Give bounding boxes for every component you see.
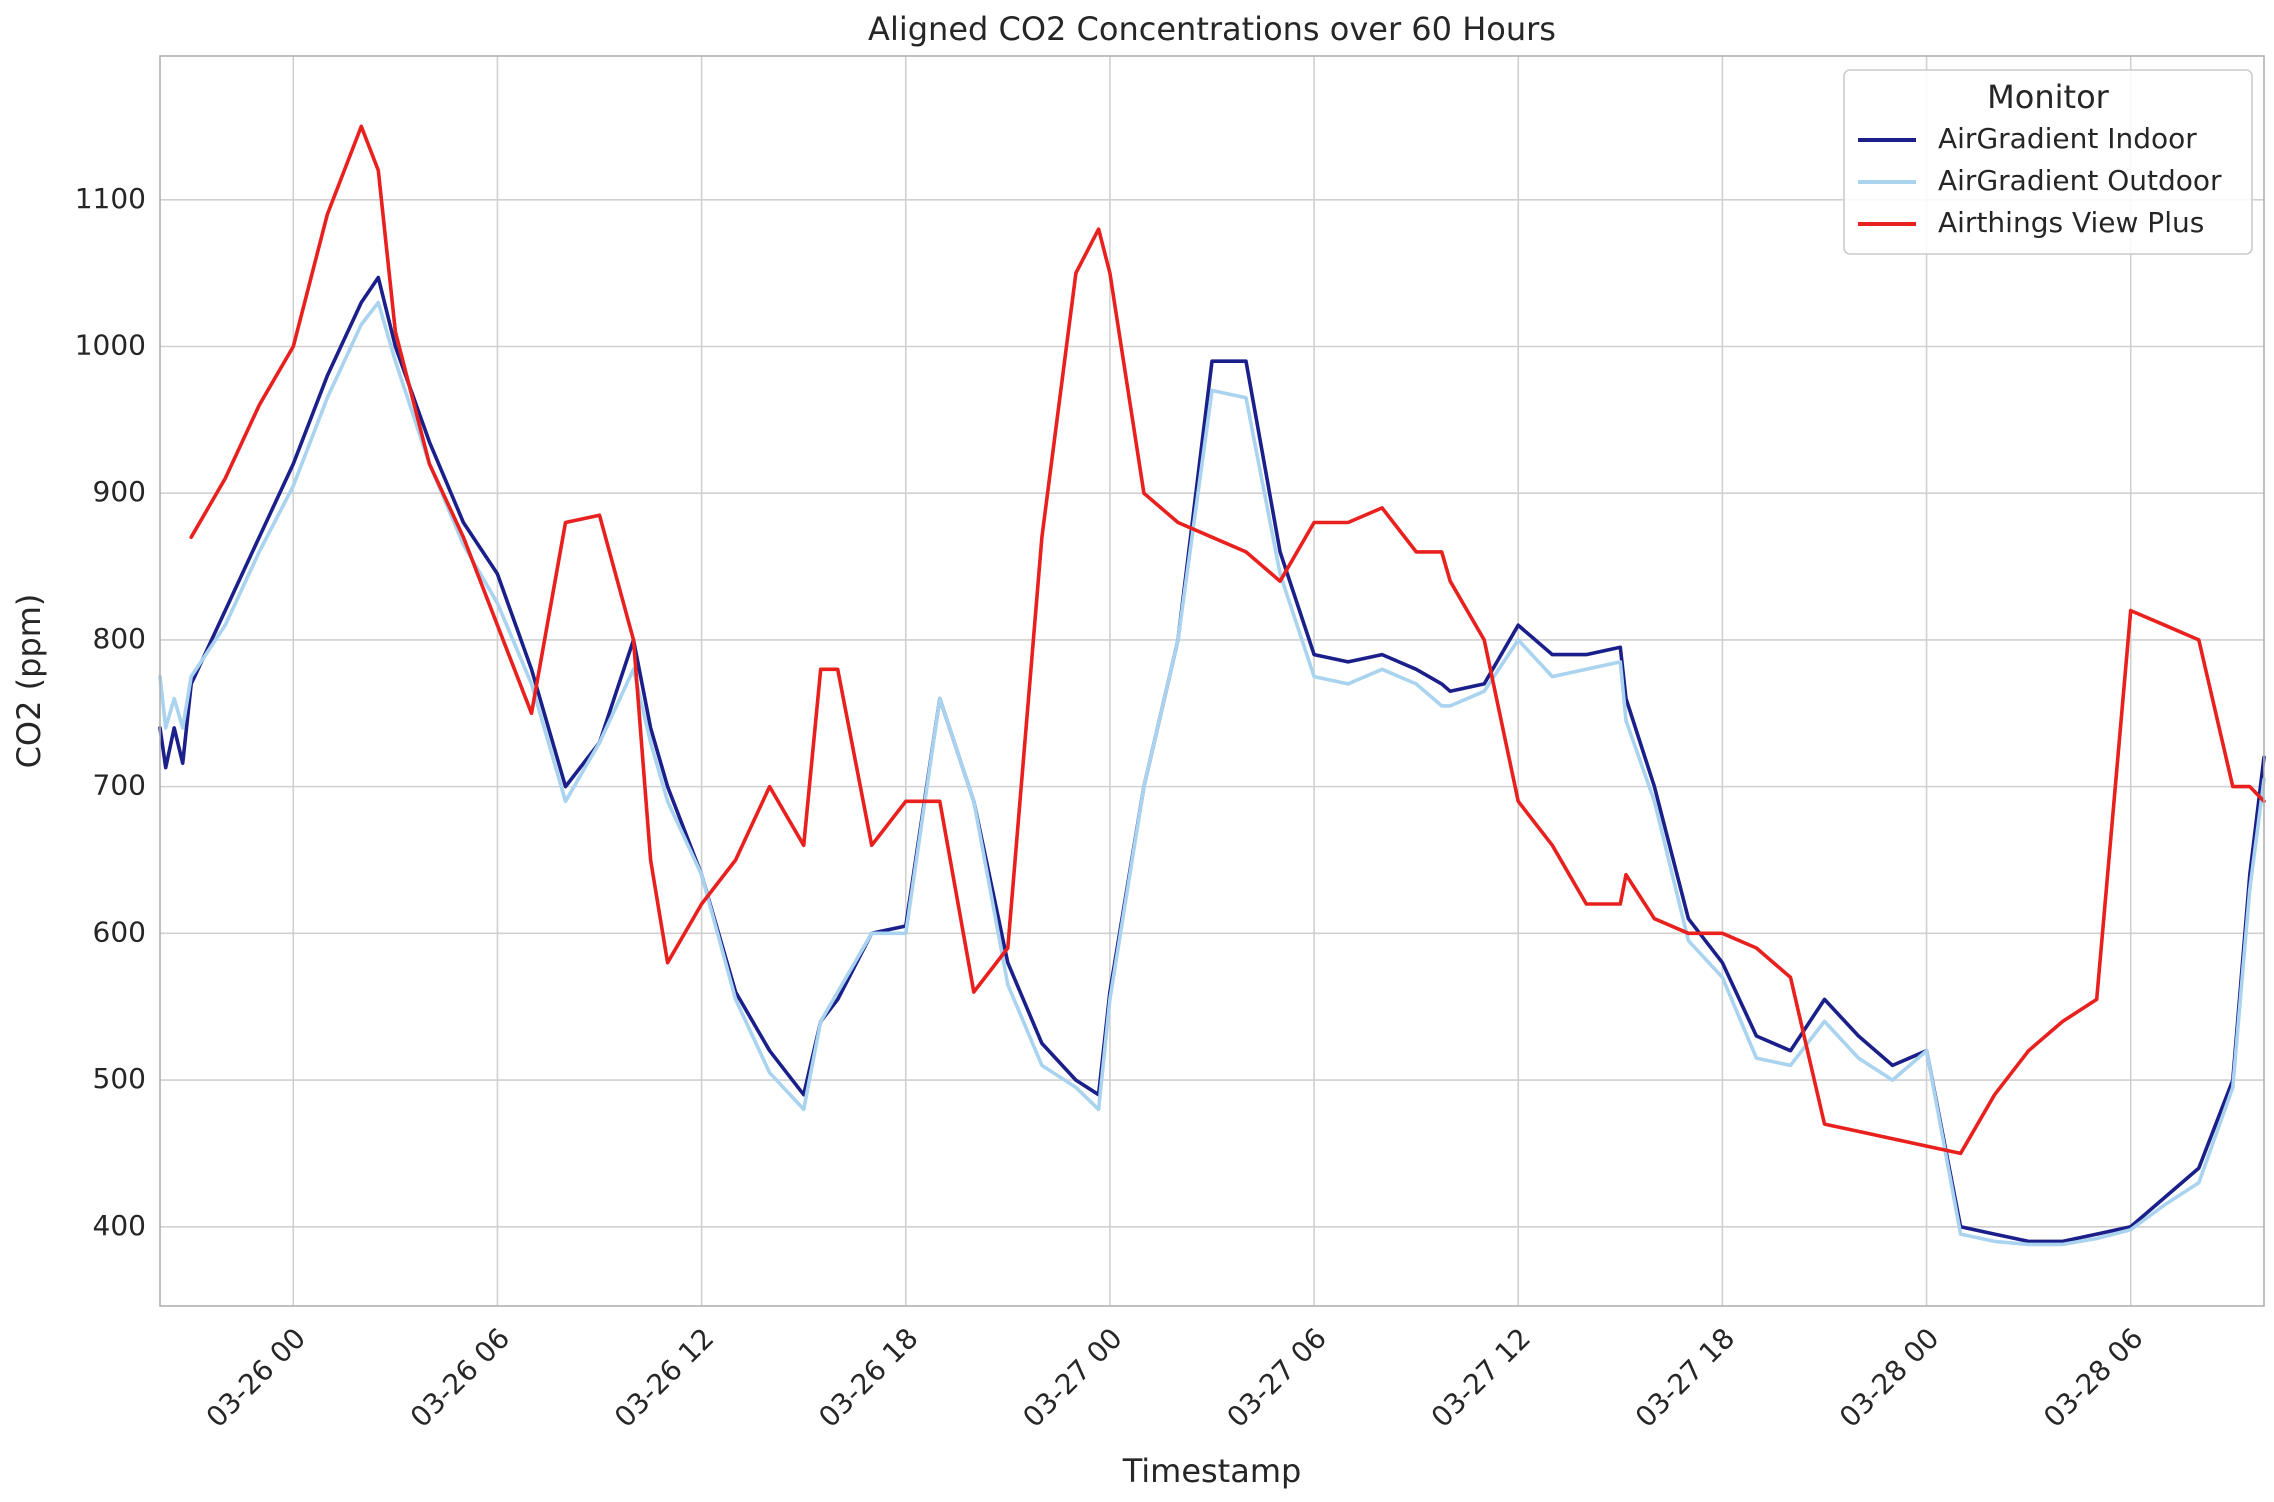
plot-background (160, 56, 2264, 1306)
series-line-2 (189, 124, 2266, 1156)
y-tick-label-1: 500 (93, 1062, 146, 1095)
plot-frame (159, 55, 2265, 1307)
chart-title: Aligned CO2 Concentrations over 60 Hours (868, 10, 1556, 48)
x-tick-label-1: 03-26 06 (404, 1321, 516, 1433)
x-tick-label-3: 03-26 18 (812, 1321, 924, 1433)
x-tick-label-7: 03-27 18 (1629, 1321, 1741, 1433)
legend-label-0: AirGradient Indoor (1938, 122, 2197, 155)
x-tick-label-5: 03-27 06 (1221, 1321, 1333, 1433)
x-tick-label-4: 03-27 00 (1016, 1321, 1128, 1433)
x-axis-title: Timestamp (1122, 1452, 1302, 1490)
y-tick-label-0: 400 (93, 1209, 146, 1242)
legend-item-1: AirGradient Outdoor (1858, 164, 2222, 197)
y-tick-label-3: 700 (93, 769, 146, 802)
legend-box (1843, 69, 2253, 255)
y-tick-label-4: 800 (93, 622, 146, 655)
legend-title: Monitor (1987, 78, 2109, 116)
x-tick-label-0: 03-26 00 (200, 1321, 312, 1433)
y-tick-label-2: 600 (93, 915, 146, 948)
y-tick-label-5: 900 (93, 475, 146, 508)
x-tick-label-8: 03-28 00 (1833, 1321, 1945, 1433)
y-axis-title: CO2 (ppm) (10, 594, 48, 769)
legend-item-0: AirGradient Indoor (1858, 122, 2197, 155)
legend-label-2: Airthings View Plus (1938, 206, 2204, 239)
x-tick-labels: 03-26 00 03-26 06 03-26 12 03-26 18 03-27 00… (200, 1321, 2150, 1433)
legend-label-1: AirGradient Outdoor (1938, 164, 2222, 197)
legend-items: AirGradient Indoor AirGradient Outdoor Air… (1858, 122, 2222, 239)
grid-lines (160, 56, 2264, 1306)
x-tick-label-9: 03-28 06 (2037, 1321, 2149, 1433)
series-lines (158, 124, 2266, 1247)
y-tick-labels: 400 500 600 700 800 900 1000 1100 (75, 182, 146, 1242)
x-tick-label-6: 03-27 12 (1425, 1321, 1537, 1433)
y-tick-label-7: 1100 (75, 182, 146, 215)
legend: Monitor AirGradient Indoor AirGradient Ou… (1843, 69, 2253, 255)
legend-item-2: Airthings View Plus (1858, 206, 2204, 239)
x-tick-label-2: 03-26 12 (608, 1321, 720, 1433)
y-tick-label-6: 1000 (75, 328, 146, 361)
